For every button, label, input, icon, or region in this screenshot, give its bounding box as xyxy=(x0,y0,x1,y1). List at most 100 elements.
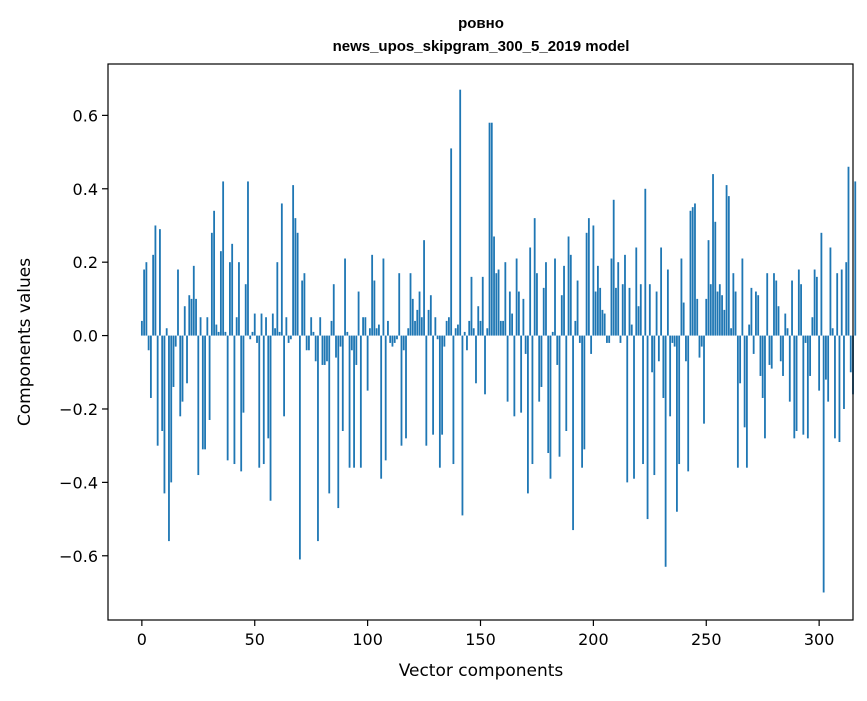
bar-component-188 xyxy=(565,335,568,431)
bar-component-117 xyxy=(405,335,407,439)
bar-component-248 xyxy=(700,335,703,347)
bar-component-184 xyxy=(556,335,559,365)
bar-component-118 xyxy=(407,328,410,336)
bar-component-105 xyxy=(378,324,380,336)
bar-component-312 xyxy=(845,262,848,336)
bar-component-309 xyxy=(838,335,841,443)
bar-component-191 xyxy=(572,335,574,531)
bar-component-165 xyxy=(513,335,516,417)
bar-component-287 xyxy=(788,335,791,402)
bar-component-296 xyxy=(809,335,812,376)
bar-component-147 xyxy=(472,328,475,336)
bar-component-65 xyxy=(287,335,290,343)
bar-component-36 xyxy=(222,181,225,336)
bar-component-41 xyxy=(233,335,236,465)
bar-component-199 xyxy=(590,335,593,354)
bar-component-125 xyxy=(423,240,425,336)
bar-component-291 xyxy=(797,269,800,336)
bar-component-201 xyxy=(594,291,597,336)
bar-component-176 xyxy=(538,335,541,402)
bar-component-195 xyxy=(581,335,583,468)
bar-component-130 xyxy=(434,317,437,336)
bar-component-218 xyxy=(633,335,635,479)
bar-component-257 xyxy=(721,295,723,336)
bar-component-305 xyxy=(829,247,832,336)
bar-component-123 xyxy=(418,291,421,336)
bar-component-289 xyxy=(793,335,796,439)
bar-component-169 xyxy=(522,298,525,336)
bar-component-303 xyxy=(825,335,827,380)
y-tick-label: 0.0 xyxy=(73,327,98,346)
bar-component-38 xyxy=(226,335,229,461)
bar-component-151 xyxy=(481,276,484,336)
plot-area-frame xyxy=(107,63,854,621)
bar-component-294 xyxy=(804,335,807,343)
bar-component-61 xyxy=(278,331,281,336)
bar-component-302 xyxy=(822,335,825,593)
bar-component-207 xyxy=(608,335,611,343)
bar-component-245 xyxy=(694,203,696,336)
bar-component-264 xyxy=(736,335,739,468)
bar-component-270 xyxy=(750,287,753,336)
bar-component-238 xyxy=(678,335,681,465)
bar-component-114 xyxy=(398,273,401,336)
y-tick-label: 0.6 xyxy=(73,106,98,125)
bar-component-290 xyxy=(795,335,798,431)
bar-component-27 xyxy=(201,335,204,450)
bar-component-102 xyxy=(371,254,374,336)
bar-component-28 xyxy=(204,335,206,450)
bar-component-13 xyxy=(170,335,173,483)
bar-component-273 xyxy=(757,295,760,336)
bar-component-136 xyxy=(447,317,450,336)
bar-component-252 xyxy=(709,284,712,336)
bar-component-288 xyxy=(791,280,793,336)
bar-component-194 xyxy=(578,335,581,343)
bar-component-173 xyxy=(531,335,534,465)
bar-component-271 xyxy=(752,335,755,354)
bar-component-221 xyxy=(639,284,642,336)
bar-component-133 xyxy=(441,335,444,435)
bar-component-285 xyxy=(784,313,787,336)
bar-component-83 xyxy=(328,335,331,494)
bar-component-214 xyxy=(624,254,626,336)
bar-component-35 xyxy=(219,251,222,336)
bar-component-196 xyxy=(583,335,586,450)
bar-component-300 xyxy=(818,335,821,391)
x-tick-label: 0 xyxy=(137,630,147,649)
bar-component-216 xyxy=(628,287,631,336)
bar-component-276 xyxy=(764,335,766,439)
bar-component-269 xyxy=(748,324,751,336)
bar-component-206 xyxy=(606,335,608,343)
bar-component-227 xyxy=(653,335,656,476)
y-tick-label: 0.4 xyxy=(73,180,98,199)
bar-component-189 xyxy=(567,236,570,336)
bar-component-126 xyxy=(425,335,428,446)
bar-component-155 xyxy=(490,122,493,336)
bar-component-99 xyxy=(364,317,367,336)
x-axis-label: Vector components xyxy=(399,661,564,681)
bar-component-260 xyxy=(727,196,730,336)
bar-component-18 xyxy=(181,335,184,402)
bar-component-9 xyxy=(161,335,164,431)
bar-component-183 xyxy=(554,258,556,336)
bar-component-66 xyxy=(289,335,292,340)
bar-component-137 xyxy=(450,148,453,336)
bar-component-76 xyxy=(312,331,315,336)
bar-component-242 xyxy=(687,335,690,472)
bar-component-313 xyxy=(847,166,850,336)
bar-component-239 xyxy=(680,258,683,336)
bar-component-84 xyxy=(330,320,333,336)
bar-component-46 xyxy=(244,284,247,336)
y-axis-ticks: −0.6 −0.4 −0.2 0.0 0.2 0.4 0.6 xyxy=(59,106,108,566)
bar-component-299 xyxy=(815,276,818,336)
bar-component-241 xyxy=(685,335,687,362)
bar-component-90 xyxy=(344,258,346,336)
bar-component-259 xyxy=(725,185,728,336)
bar-component-47 xyxy=(247,181,249,336)
bar-component-96 xyxy=(357,291,360,336)
bar-component-20 xyxy=(186,335,188,384)
bar-component-243 xyxy=(689,210,692,336)
bar-component-208 xyxy=(610,258,613,336)
bar-component-85 xyxy=(332,284,335,336)
